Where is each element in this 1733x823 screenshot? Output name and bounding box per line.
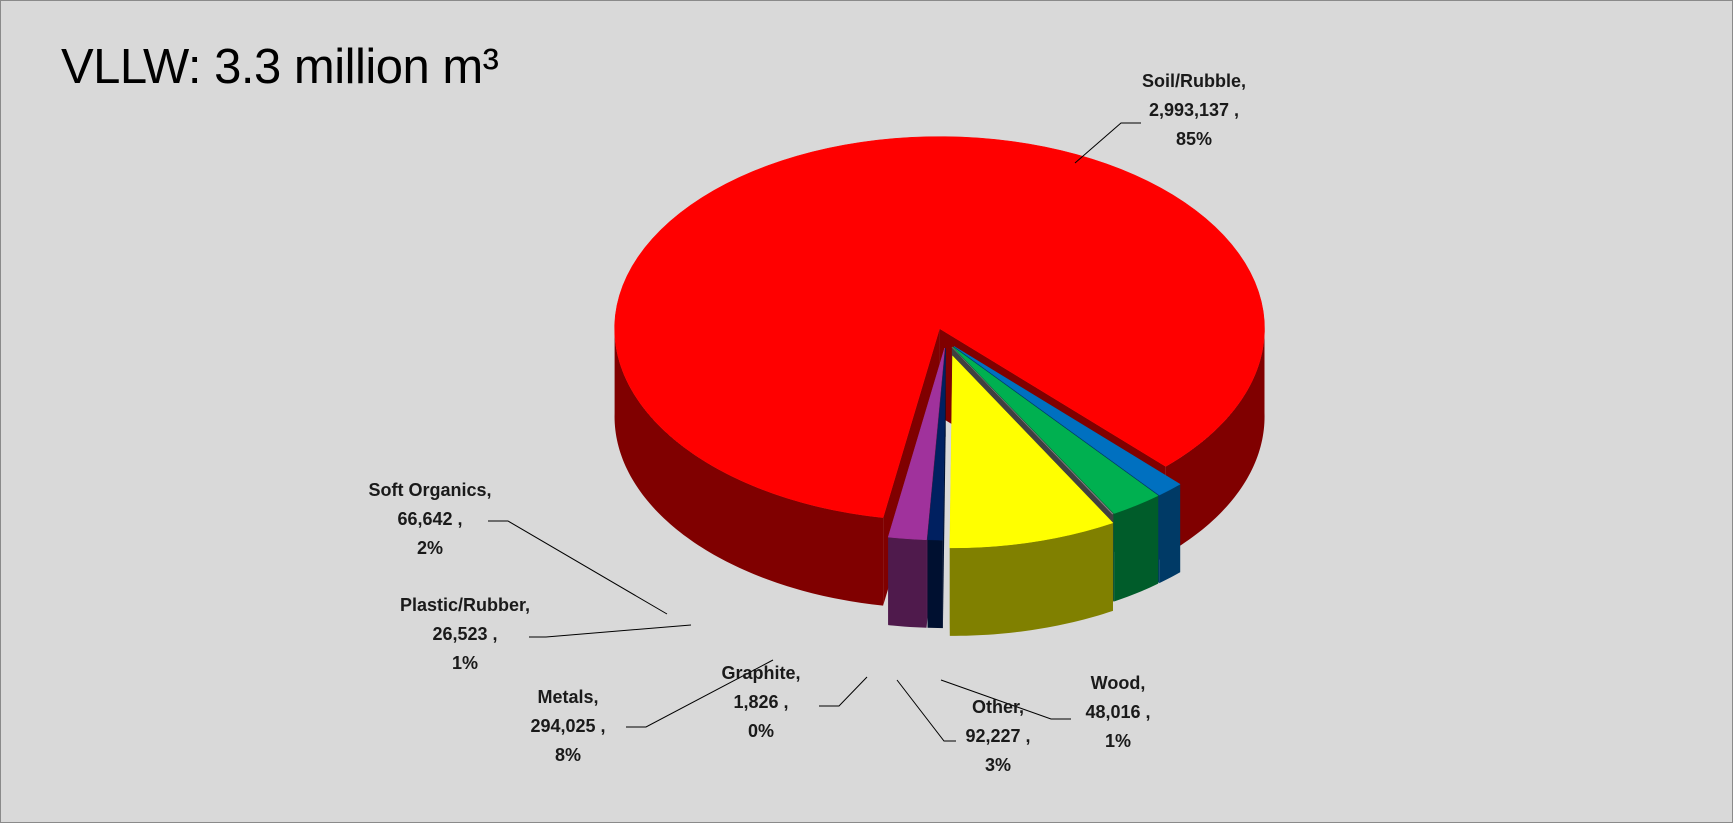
data-label-percent: 0% — [748, 721, 774, 741]
data-label-value: 26,523 , — [432, 624, 497, 644]
leader-line — [1074, 122, 1141, 164]
data-label-name: Soil/Rubble, — [1142, 71, 1246, 91]
pie-slice-rim — [888, 537, 927, 628]
leader-line — [626, 659, 774, 728]
pie-slice-soft-organics — [887, 347, 945, 541]
pie-slice-rim — [614, 325, 884, 606]
data-label-value: 66,642 , — [397, 509, 462, 529]
pie-slice-graphite — [951, 346, 1114, 515]
pie-slice-rim — [1159, 484, 1181, 584]
data-label-value: 2,993,137 , — [1149, 100, 1239, 120]
pie-slice-rim — [1165, 324, 1265, 555]
data-label-percent: 2% — [417, 538, 443, 558]
chart-title: VLLW: 3.3 million m³ — [61, 40, 499, 94]
data-label-percent: 85% — [1176, 129, 1212, 149]
pie-slice-plastic-rubber — [927, 348, 946, 541]
data-label-name: Graphite, — [721, 663, 800, 683]
data-label-value: 1,826 , — [733, 692, 788, 712]
data-label-value: 92,227 , — [965, 726, 1030, 746]
data-label-value: 48,016 , — [1085, 702, 1150, 722]
data-label-percent: 1% — [452, 653, 478, 673]
pie-slice-other — [952, 346, 1159, 514]
leader-line — [896, 679, 956, 742]
data-label-value: 294,025 , — [530, 716, 605, 736]
data-label-name: Plastic/Rubber, — [400, 595, 530, 615]
data-label-percent: 1% — [1105, 731, 1131, 751]
leader-line — [529, 624, 692, 638]
pie-slice-wood — [953, 346, 1181, 496]
data-label-name: Wood, — [1091, 673, 1146, 693]
leader-line — [488, 520, 668, 615]
pie-slice-rim — [949, 522, 1113, 636]
data-label-percent: 8% — [555, 745, 581, 765]
leader-line — [819, 676, 868, 707]
pie-slice-rim — [927, 539, 943, 629]
leader-line — [940, 679, 1071, 720]
data-label-name: Other, — [972, 697, 1024, 717]
pie-slice-rim — [1114, 495, 1159, 602]
pie-slice-soil-rubble — [614, 136, 1265, 518]
data-label-percent: 3% — [985, 755, 1011, 775]
pie-slice-metals — [949, 355, 1114, 549]
data-label-name: Metals, — [537, 687, 598, 707]
data-label-name: Soft Organics, — [368, 480, 491, 500]
